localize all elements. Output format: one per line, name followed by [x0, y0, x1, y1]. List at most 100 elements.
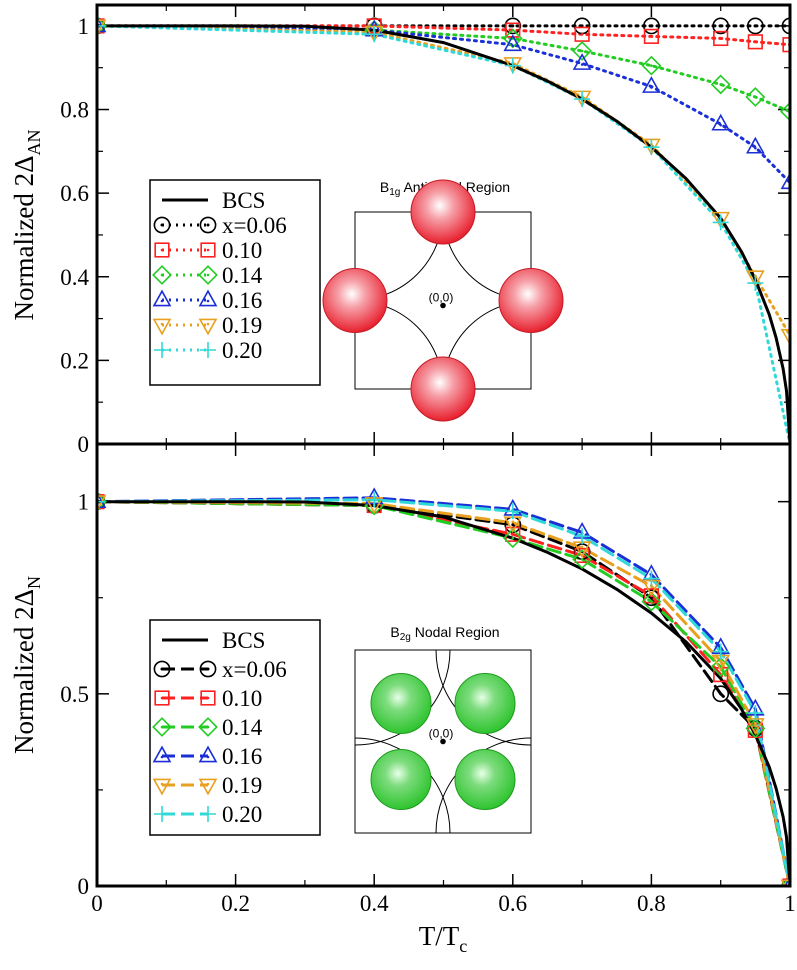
legend-box: [149, 619, 321, 836]
legend-marker-diamond-dot: [206, 273, 210, 277]
marker-square: [713, 30, 729, 47]
marker-diamond-dot: [754, 727, 757, 730]
marker-triangle-down-dot: [511, 520, 515, 524]
legend-marker-square: [200, 242, 216, 258]
legend-marker-triangle-down: [198, 318, 218, 336]
antinodal-gap-spot: [410, 356, 476, 422]
marker-plus: [747, 705, 764, 722]
legend-marker-diamond: [152, 265, 172, 285]
legend-label: 0.19: [222, 313, 262, 338]
legend-marker-square: [154, 690, 170, 706]
marker-diamond: [710, 74, 731, 95]
marker-diamond: [641, 591, 662, 612]
marker-triangle-up: [711, 113, 731, 131]
legend-label: 0.14: [222, 715, 263, 740]
marker-plus: [97, 493, 105, 510]
marker-square-dot: [754, 40, 757, 44]
legend-marker-circle-dot: [160, 667, 164, 671]
legend-marker-triangle-up: [152, 289, 172, 307]
marker-plus: [504, 57, 521, 74]
legend-marker-diamond: [198, 717, 218, 737]
antinodal-gap-spot: [410, 179, 476, 245]
antinodal-gap-spot: [322, 268, 388, 333]
y-tick-label: 0.6: [60, 181, 89, 206]
legend-marker-square-dot: [206, 248, 210, 252]
marker-triangle-up-dot: [719, 123, 722, 127]
marker-circle: [712, 17, 730, 35]
marker-triangle-up-dot: [580, 63, 584, 66]
legend-marker-triangle-up: [152, 745, 172, 763]
marker-square: [505, 526, 521, 542]
marker-plus: [643, 139, 660, 156]
bottom-data-curves: [97, 487, 790, 886]
marker-triangle-up: [745, 136, 765, 154]
marker-square-dot: [511, 533, 515, 536]
nodal-gap-spot: [370, 673, 432, 734]
marker-diamond-dot: [719, 83, 722, 86]
legend-marker-triangle-up: [198, 289, 218, 307]
top-inset-antinodal-region: B1g Antinodal Region(0,0): [322, 179, 564, 422]
marker-plus: [366, 26, 383, 43]
marker-triangle-up: [97, 491, 107, 509]
origin-label: (0,0): [429, 291, 454, 305]
legend-label: 0.20: [222, 338, 262, 363]
marker-plus: [712, 643, 729, 660]
y-tick-label: 0: [78, 432, 90, 457]
marker-square: [643, 28, 659, 44]
inset-title: B2g Nodal Region: [390, 624, 499, 643]
marker-circle-dot: [753, 24, 757, 28]
marker-triangle-up-dot: [650, 86, 653, 89]
legend-marker-triangle-up-dot: [160, 755, 164, 759]
top-y-tick-labels: 0 0.2 0.4 0.6 0.8 1: [60, 14, 89, 457]
marker-triangle-up: [784, 875, 790, 886]
bottom-y-axis-label: Normalized 2ΔN: [9, 576, 44, 754]
marker-triangle-up-dot: [754, 146, 757, 150]
marker-diamond-dot: [650, 64, 653, 67]
legend-marker-square: [154, 242, 170, 258]
legend-marker-triangle-down: [198, 778, 218, 796]
marker-triangle-down-dot: [580, 545, 584, 549]
legend-marker-triangle-down-dot: [160, 782, 164, 786]
series-line-0.16: [97, 24, 790, 185]
x-tick-label: 0.4: [360, 891, 389, 916]
gamma-point-dot: [440, 738, 446, 745]
marker-diamond: [572, 41, 593, 61]
y-tick-label: 1: [78, 14, 90, 39]
legend-label: 0.20: [222, 802, 262, 827]
series-line-0.16: [97, 496, 790, 886]
marker-diamond-dot: [580, 558, 584, 561]
marker-circle-dot: [580, 24, 584, 28]
y-tick-label: 0.8: [60, 98, 89, 123]
gamma-point-dot: [440, 302, 446, 309]
legend-marker-triangle-down: [152, 318, 172, 336]
legend-marker-circle-dot: [206, 223, 210, 227]
x-axis-label: T/Tc: [419, 921, 468, 956]
legend-marker-diamond-dot: [160, 725, 164, 729]
legend-box: [149, 179, 321, 386]
legend-marker-triangle-up: [198, 745, 218, 763]
legend-label: 0.16: [222, 288, 262, 313]
legend-marker-circle: [153, 216, 171, 234]
legend-marker-diamond-dot: [206, 725, 210, 729]
marker-square: [574, 547, 590, 564]
legend-marker-circle-dot: [160, 223, 164, 227]
origin-label: (0,0): [429, 727, 454, 741]
marker-triangle-up: [780, 172, 790, 190]
bottom-plot-frame: [95, 442, 792, 888]
series-line-0.20: [97, 24, 790, 444]
marker-triangle-up: [642, 76, 661, 93]
marker-plus: [504, 503, 521, 520]
legend-marker-diamond: [152, 717, 172, 737]
marker-diamond: [745, 718, 766, 739]
nodal-gap-spot: [454, 673, 516, 734]
legend-marker-triangle-down: [152, 778, 172, 796]
marker-diamond: [502, 528, 523, 549]
x-tick-label: 1: [784, 891, 796, 916]
x-tick-label: 0.6: [498, 891, 527, 916]
nodal-gap-spot: [370, 749, 432, 810]
x-tick-label: 0.2: [221, 891, 250, 916]
marker-triangle-down: [97, 19, 107, 37]
marker-diamond: [502, 28, 523, 49]
